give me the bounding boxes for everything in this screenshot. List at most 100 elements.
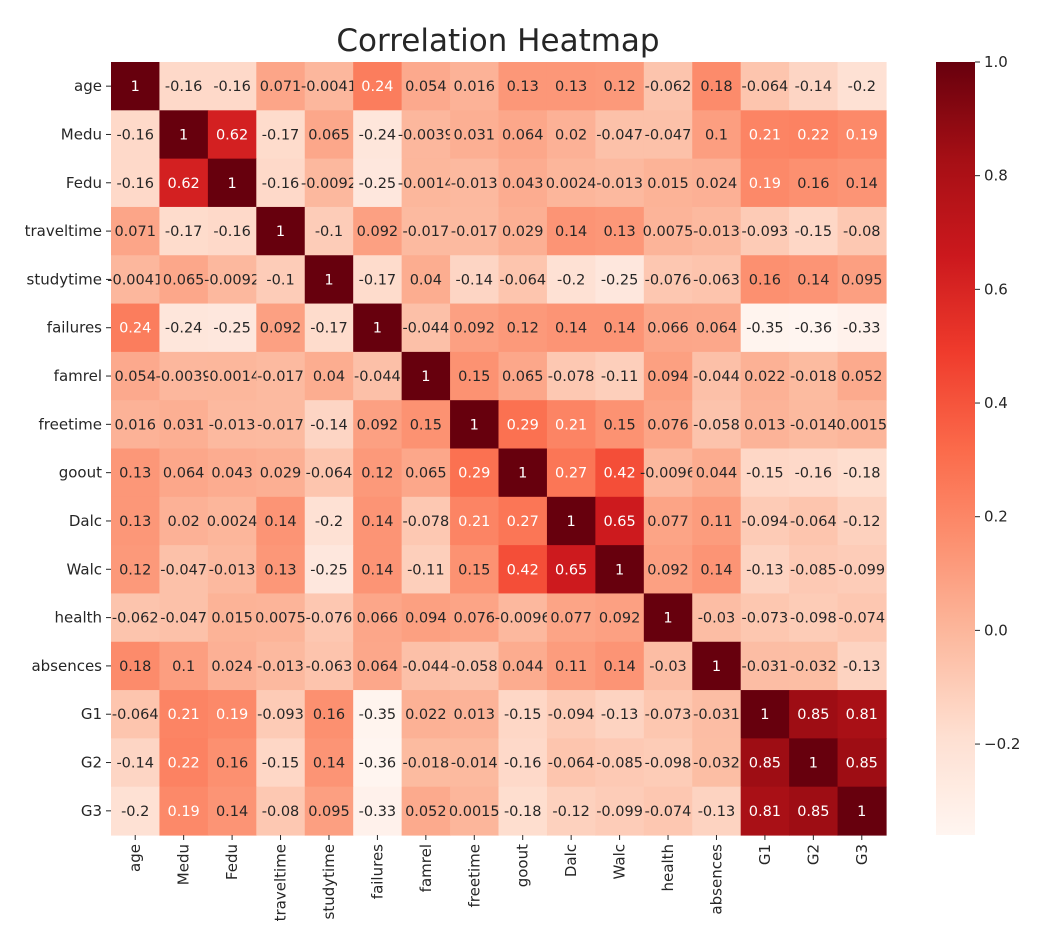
y-tick-label: freetime <box>39 415 102 433</box>
y-tick-label: goout <box>59 464 102 482</box>
cell-value-label: 1 <box>663 611 672 627</box>
cell-value-label: -0.13 <box>601 707 639 723</box>
heatmap-cell <box>498 351 548 401</box>
heatmap-cell <box>256 62 306 111</box>
heatmap-cell <box>837 400 887 450</box>
heatmap-cell <box>692 448 742 498</box>
cell-value-label: 0.13 <box>555 79 587 95</box>
y-tick-label: Medu <box>61 125 102 143</box>
heatmap-cell <box>498 303 548 353</box>
cell-value-label: 0.071 <box>114 224 156 240</box>
x-tick-label: G3 <box>853 844 871 865</box>
cell-value-label: 0.095 <box>841 272 883 288</box>
cell-value-label: -0.094 <box>548 707 595 723</box>
heatmap-cell <box>740 641 790 691</box>
heatmap-cell <box>401 448 451 498</box>
heatmap-cell <box>692 690 742 739</box>
heatmap-cell <box>643 351 693 401</box>
cell-value-label: -0.093 <box>257 707 304 723</box>
cell-value-label: -0.14 <box>116 756 154 772</box>
heatmap-cell <box>111 593 161 643</box>
heatmap-cell <box>789 545 839 595</box>
cell-value-label: -0.16 <box>213 224 251 240</box>
heatmap-cell <box>353 110 403 160</box>
heatmap-cell <box>401 400 451 450</box>
cell-value-label: -0.047 <box>596 127 643 143</box>
cell-value-label: -0.18 <box>504 804 542 820</box>
cell-value-label: 0.14 <box>216 804 248 820</box>
x-tick-label: absences <box>707 844 725 915</box>
x-tick-label: health <box>659 844 677 891</box>
heatmap-cell <box>450 110 500 160</box>
cell-value-label: 0.14 <box>846 176 878 192</box>
cell-value-label: -0.16 <box>795 466 833 482</box>
cell-value-label: -0.15 <box>746 466 784 482</box>
x-tick-label: Medu <box>175 844 193 885</box>
cell-value-label: 0.092 <box>599 611 641 627</box>
heatmap-cell <box>111 206 161 256</box>
cell-value-label: 0.12 <box>361 466 393 482</box>
heatmap-cell <box>450 738 500 788</box>
heatmap-cell <box>789 206 839 256</box>
cell-value-label: -0.017 <box>257 417 304 433</box>
cell-value-label: 0.62 <box>216 127 248 143</box>
heatmap-cell <box>789 110 839 160</box>
heatmap-cell <box>353 400 403 450</box>
heatmap-cell <box>498 593 548 643</box>
heatmap-cell <box>207 593 257 643</box>
cell-value-label: -0.15 <box>262 756 300 772</box>
cell-value-label: 0.24 <box>361 79 393 95</box>
heatmap-cell <box>304 400 354 450</box>
cell-value-label: 0.02 <box>555 127 587 143</box>
heatmap-cell <box>643 206 693 256</box>
heatmap-cell <box>111 786 161 836</box>
cell-value-label: -0.014 <box>790 417 837 433</box>
cell-value-label: 0.092 <box>357 224 399 240</box>
cell-value-label: 0.065 <box>405 466 447 482</box>
heatmap-cell <box>111 62 161 111</box>
heatmap-cell <box>692 738 742 788</box>
colorbar-tick-label: 0.6 <box>984 280 1008 298</box>
cell-value-label: 1 <box>712 659 721 675</box>
heatmap-cell <box>256 496 306 546</box>
cell-value-label: -0.12 <box>843 514 881 530</box>
y-tick-label: health <box>55 609 102 627</box>
heatmap-cell <box>740 303 790 353</box>
cell-value-label: 1 <box>518 466 527 482</box>
cell-value-label: -0.064 <box>499 272 546 288</box>
heatmap-cell <box>159 496 209 546</box>
heatmap-cell <box>304 255 354 305</box>
heatmap-cell <box>450 303 500 353</box>
heatmap-cell <box>595 690 645 739</box>
heatmap-cell <box>692 786 742 836</box>
cell-value-label: 0.85 <box>846 756 878 772</box>
heatmap-cell <box>353 593 403 643</box>
heatmap-cell <box>111 690 161 739</box>
heatmap-cell <box>353 738 403 788</box>
heatmap-cell <box>207 641 257 691</box>
cell-value-label: 0.14 <box>264 514 296 530</box>
cell-value-label: -0.094 <box>742 514 789 530</box>
colorbar-tick-label: −0.2 <box>984 735 1020 753</box>
heatmap-cell <box>207 351 257 401</box>
heatmap-cell <box>643 62 693 111</box>
cell-value-label: -0.062 <box>645 79 692 95</box>
heatmap-cell <box>159 351 209 401</box>
cell-value-label: -0.36 <box>359 756 397 772</box>
cell-value-label: 0.031 <box>454 127 496 143</box>
heatmap-cell <box>643 448 693 498</box>
cell-value-label: 1 <box>324 272 333 288</box>
heatmap-cell <box>740 690 790 739</box>
cell-value-label: 0.22 <box>797 127 829 143</box>
cell-value-label: -0.017 <box>257 369 304 385</box>
heatmap-cell <box>498 206 548 256</box>
cell-value-label: -0.13 <box>746 562 784 578</box>
heatmap-cell <box>546 738 596 788</box>
cell-value-label: -0.25 <box>310 562 348 578</box>
cell-value-label: -0.0096 <box>495 611 551 627</box>
cell-value-label: -0.013 <box>209 562 256 578</box>
heatmap-cell <box>450 400 500 450</box>
heatmap-cell <box>546 690 596 739</box>
cell-value-label: 0.22 <box>168 756 200 772</box>
cell-value-label: 0.064 <box>696 321 738 337</box>
